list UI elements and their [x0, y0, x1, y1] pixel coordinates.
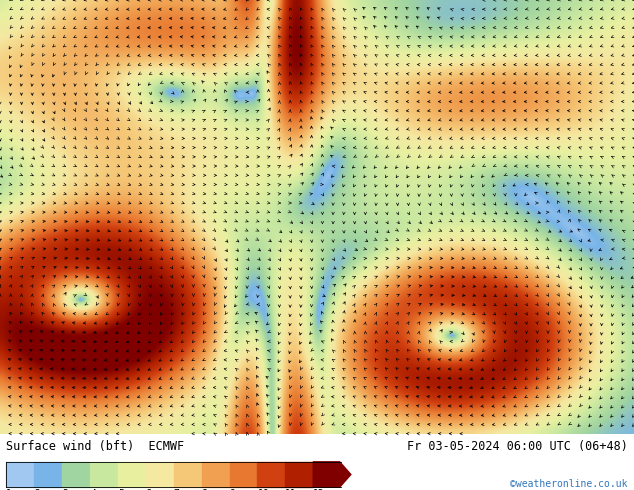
Polygon shape — [257, 462, 285, 487]
Text: Surface wind (bft)  ECMWF: Surface wind (bft) ECMWF — [6, 441, 184, 453]
Text: Fr 03-05-2024 06:00 UTC (06+48): Fr 03-05-2024 06:00 UTC (06+48) — [407, 441, 628, 453]
Polygon shape — [34, 462, 62, 487]
Polygon shape — [230, 462, 257, 487]
Polygon shape — [313, 462, 351, 487]
Polygon shape — [146, 462, 174, 487]
Polygon shape — [90, 462, 118, 487]
Polygon shape — [62, 462, 90, 487]
Polygon shape — [285, 462, 313, 487]
Polygon shape — [174, 462, 202, 487]
Polygon shape — [118, 462, 146, 487]
Polygon shape — [202, 462, 230, 487]
Text: ©weatheronline.co.uk: ©weatheronline.co.uk — [510, 479, 628, 489]
Polygon shape — [6, 462, 34, 487]
